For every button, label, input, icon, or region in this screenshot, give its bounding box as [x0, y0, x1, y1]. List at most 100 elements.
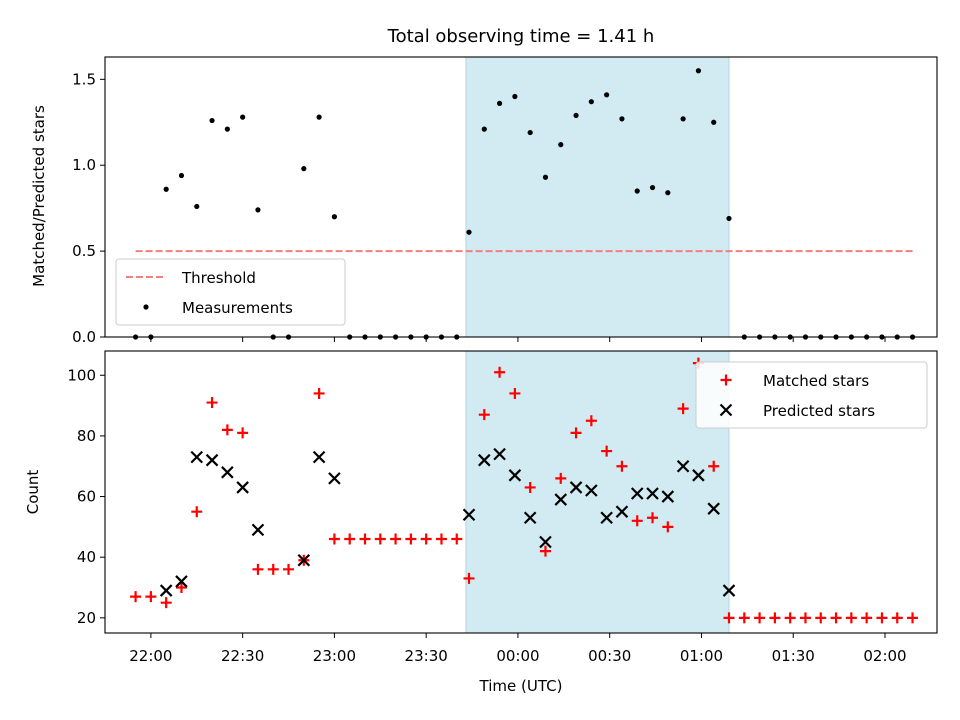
- matched-star-marker: [845, 612, 857, 624]
- predicted-star-marker: [554, 493, 568, 506]
- predicted-star-marker: [707, 502, 720, 515]
- matched-star-marker: [175, 582, 187, 594]
- legend-predicted-swatch: [719, 403, 733, 417]
- measurement-point: [711, 119, 717, 125]
- matched-star-marker: [555, 472, 567, 484]
- matched-star-marker: [221, 424, 233, 436]
- highlight-span: [465, 350, 730, 634]
- matched-star-marker: [463, 572, 475, 584]
- matched-star-marker: [738, 612, 750, 624]
- measurement-point: [634, 188, 640, 194]
- legend-box: [695, 361, 928, 429]
- x-axis-label: Time (UTC): [479, 677, 563, 695]
- measurement-point: [224, 126, 230, 132]
- measurement-point: [466, 229, 472, 235]
- predicted-star-marker: [175, 575, 188, 588]
- matched-star-marker: [130, 591, 142, 603]
- chart-title: Total observing time = 1.41 h: [387, 26, 655, 47]
- y-tick-label: 1.5: [72, 70, 96, 88]
- predicted-star-marker: [722, 584, 736, 597]
- legend-label: Measurements: [182, 299, 293, 317]
- bottom-y-axis-label: Count: [24, 470, 42, 515]
- matched-star-marker: [478, 409, 490, 421]
- x-tick-label: 00:00: [496, 647, 539, 665]
- measurement-point: [695, 68, 702, 74]
- x-tick-label: 00:30: [588, 647, 631, 665]
- measurement-point: [255, 207, 261, 213]
- legend-label: Threshold: [181, 269, 256, 287]
- measurement-point: [573, 112, 579, 119]
- predicted-star-marker: [585, 484, 598, 497]
- measurement-point: [558, 142, 564, 148]
- matched-star-marker: [283, 563, 295, 575]
- matched-star-marker: [677, 403, 689, 415]
- matched-star-marker: [267, 563, 279, 575]
- measurement-point: [604, 92, 610, 98]
- matched-star-marker: [390, 533, 402, 545]
- matched-star-marker: [662, 521, 674, 533]
- matched-star-marker: [907, 612, 919, 624]
- predicted-star-marker: [661, 490, 675, 503]
- measurement-point: [331, 214, 338, 220]
- matched-star-marker: [313, 387, 325, 399]
- predicted-star-marker: [508, 469, 522, 482]
- highlight-span: [465, 56, 730, 338]
- measurement-point: [619, 116, 625, 122]
- measurement-point: [240, 114, 246, 120]
- legend-matched-swatch: [720, 374, 732, 386]
- x-tick-label: 22:30: [221, 647, 264, 665]
- predicted-star-marker: [159, 584, 173, 597]
- y-tick-label: 0.5: [72, 242, 96, 260]
- y-tick-label: 100: [67, 366, 96, 384]
- measurement-point: [726, 215, 732, 222]
- matched-star-marker: [876, 612, 888, 624]
- predicted-star-marker: [493, 447, 506, 461]
- matched-star-marker: [784, 612, 796, 624]
- predicted-star-marker: [676, 459, 690, 473]
- x-tick-label: 23:00: [313, 647, 356, 665]
- y-tick-label: 20: [77, 609, 96, 627]
- y-tick-label: 1.0: [72, 156, 96, 174]
- matched-star-marker: [328, 533, 340, 545]
- x-tick-label: 02:00: [863, 647, 906, 665]
- predicted-star-marker: [630, 487, 644, 500]
- predicted-star-marker: [297, 553, 311, 567]
- matched-star-marker: [237, 427, 249, 439]
- matched-star-marker: [206, 397, 218, 409]
- matched-star-marker: [191, 506, 203, 518]
- measurement-point: [527, 129, 533, 136]
- predicted-star-marker: [251, 523, 265, 537]
- measurement-point: [301, 166, 307, 172]
- measurement-point: [178, 172, 185, 179]
- predicted-star-marker: [569, 481, 583, 494]
- matched-star-marker: [647, 512, 659, 524]
- matched-star-marker: [601, 445, 613, 457]
- plot-frame: [104, 56, 938, 338]
- matched-star-marker: [374, 533, 386, 545]
- plot-frame: [104, 350, 938, 634]
- top-y-axis-label: Matched/Predicted stars: [30, 105, 48, 287]
- legend-label: Matched stars: [763, 372, 869, 390]
- matched-star-marker: [344, 533, 356, 545]
- measurement-point: [665, 190, 671, 196]
- x-tick-label: 01:00: [680, 647, 723, 665]
- measurement-point: [680, 116, 686, 122]
- y-tick-label: 60: [77, 488, 96, 506]
- predicted-star-marker: [236, 481, 249, 494]
- matched-star-marker: [252, 563, 264, 575]
- measurement-point: [209, 117, 215, 124]
- matched-star-marker: [585, 415, 597, 427]
- predicted-star-marker: [523, 511, 537, 525]
- matched-star-marker: [815, 612, 827, 624]
- measurement-point: [194, 203, 200, 210]
- matched-star-marker: [708, 460, 720, 472]
- measurement-point: [588, 99, 594, 105]
- measurement-point: [512, 93, 518, 100]
- matched-star-marker: [799, 612, 811, 624]
- top-panel: 0.0 0.5 1.0 1.5 Threshold Measurements: [72, 56, 938, 346]
- matched-star-marker: [616, 460, 628, 472]
- predicted-star-marker: [462, 508, 476, 522]
- measurement-point: [496, 100, 503, 106]
- measurement-point: [316, 114, 322, 120]
